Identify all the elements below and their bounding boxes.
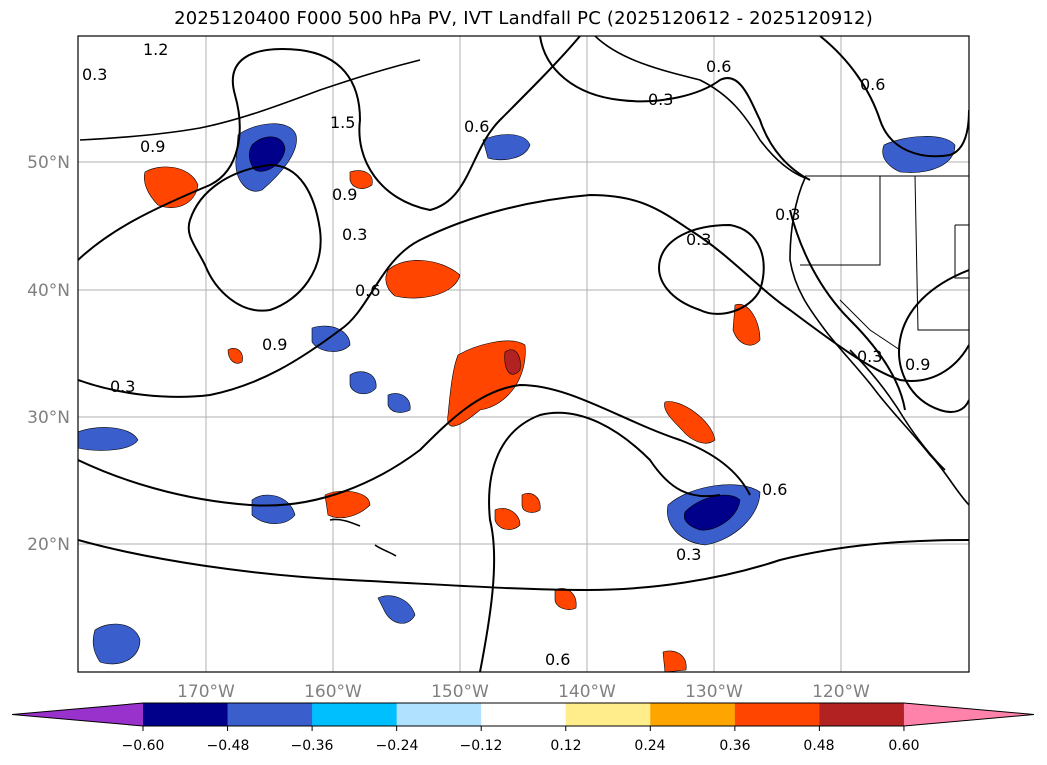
positive-blob — [349, 170, 373, 189]
negative-blob-core — [249, 136, 286, 172]
colorbar-tick-label: −0.48 — [207, 738, 250, 754]
political-borders — [800, 175, 969, 351]
colorbar-tick-label: 0.36 — [719, 738, 750, 754]
positive-blob — [732, 303, 761, 346]
baja-peninsula — [849, 349, 946, 471]
negative-blob — [387, 393, 411, 413]
contour-label: 0.6 — [545, 650, 570, 669]
lon-label: 120°W — [812, 682, 870, 702]
negative-blob — [78, 427, 139, 451]
positive-blob-core — [504, 349, 521, 375]
colorbar-tick-label: 0.24 — [634, 738, 665, 754]
positive-blob — [227, 348, 243, 364]
negative-blob — [311, 325, 351, 352]
contour-label: 1.5 — [330, 113, 355, 132]
lon-label: 140°W — [558, 682, 616, 702]
positive-blob — [521, 492, 541, 513]
colorbar-segment — [565, 703, 651, 726]
negative-blob — [349, 371, 377, 395]
colorbar-extend-min — [12, 703, 143, 726]
contour-label: 0.3 — [342, 225, 367, 244]
contour-label-group: 1.2 0.3 0.9 0.6 1.5 0.9 0.3 0.6 0.9 0.3 … — [82, 40, 930, 669]
north-america-coast — [594, 36, 969, 506]
colorbar-segment — [312, 703, 398, 726]
aleutian-islands — [79, 59, 421, 141]
colorbar-tick-label: −0.24 — [376, 738, 419, 754]
negative-blob — [251, 494, 296, 524]
colorbar-tick-label: 0.60 — [888, 738, 919, 754]
contour-label: 0.9 — [905, 355, 930, 374]
contour-label: 0.3 — [686, 230, 711, 249]
pv-shading — [78, 123, 956, 672]
pv-contours — [78, 36, 969, 672]
colorbar-segment — [734, 703, 820, 726]
positive-blob — [554, 588, 577, 610]
hawaii-islands — [329, 518, 397, 557]
contour-label: 0.9 — [262, 335, 287, 354]
colorbar-segment — [143, 703, 229, 726]
colorbar-segment — [819, 703, 905, 726]
contour-label: 1.2 — [143, 40, 168, 59]
colorbar-segment — [650, 703, 736, 726]
positive-blob — [494, 508, 521, 530]
lat-label: 30°N — [27, 408, 70, 428]
map-frame — [77, 35, 970, 673]
contour-label: 0.3 — [82, 65, 107, 84]
negative-blob — [482, 134, 531, 161]
colorbar-segment — [227, 703, 313, 726]
lat-label: 20°N — [27, 535, 70, 555]
contour-label: 0.3 — [775, 205, 800, 224]
contour-label: 0.6 — [860, 75, 885, 94]
contour-label: 0.6 — [355, 281, 380, 300]
negative-blob — [377, 595, 416, 624]
latitude-labels: 50°N 40°N 30°N 20°N — [27, 153, 70, 555]
negative-blob — [92, 623, 141, 665]
colorbar-tick-label: −0.36 — [291, 738, 334, 754]
contour-label: 0.6 — [706, 57, 731, 76]
lon-label: 130°W — [685, 682, 743, 702]
contour-label: 0.9 — [332, 185, 357, 204]
positive-blob — [324, 490, 371, 519]
map-title: 2025120400 F000 500 hPa PV, IVT Landfall… — [174, 8, 873, 29]
colorbar — [11, 702, 1035, 731]
contour-label: 0.9 — [140, 137, 165, 156]
contour-label: 0.6 — [762, 480, 787, 499]
colorbar-tick-label: 0.12 — [550, 738, 581, 754]
longitude-labels: 170°W 160°W 150°W 140°W 130°W 120°W — [177, 682, 870, 702]
coastlines — [79, 36, 969, 557]
colorbar-segment — [396, 703, 482, 726]
lat-label: 50°N — [27, 153, 70, 173]
colorbar-tick-labels: −0.60 −0.48 −0.36 −0.24 −0.12 0.12 0.24 … — [122, 738, 920, 754]
positive-blob — [664, 401, 716, 444]
lon-label: 150°W — [431, 682, 489, 702]
lat-label: 40°N — [27, 281, 70, 301]
contour-label: 0.3 — [648, 90, 673, 109]
contour-label: 0.3 — [857, 347, 882, 366]
colorbar-tick-label: 0.48 — [803, 738, 834, 754]
colorbar-segment — [481, 703, 567, 726]
gridlines — [78, 36, 969, 672]
positive-blob — [662, 650, 687, 672]
colorbar-tick-label: −0.60 — [122, 738, 165, 754]
contour-label: 0.3 — [676, 545, 701, 564]
contour-label: 0.3 — [110, 377, 135, 396]
colorbar-tick-label: −0.12 — [460, 738, 503, 754]
colorbar-extend-max — [903, 703, 1034, 726]
contour-label: 0.6 — [464, 117, 489, 136]
lon-label: 170°W — [177, 682, 235, 702]
positive-blob — [385, 260, 461, 299]
positive-blob — [143, 166, 199, 208]
lon-label: 160°W — [304, 682, 362, 702]
